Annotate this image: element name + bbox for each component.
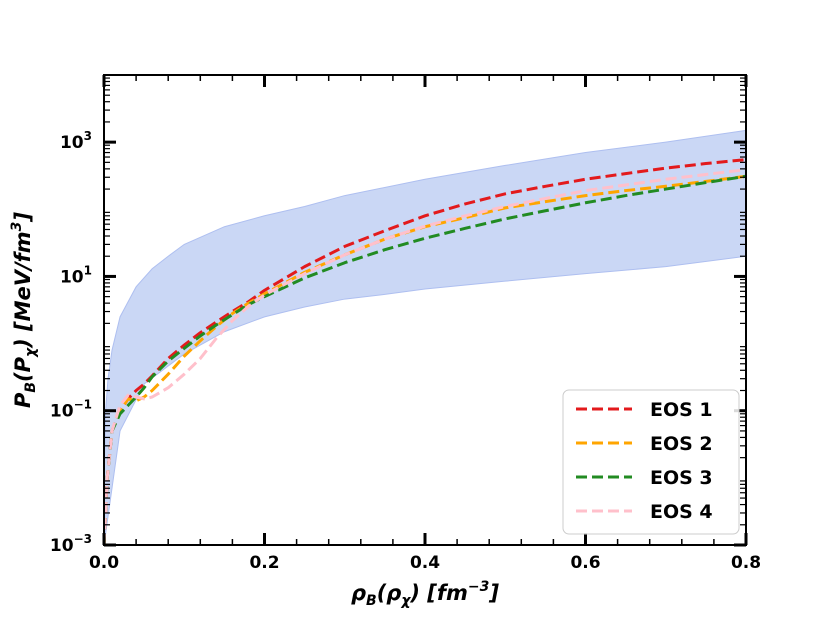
y-tick-exponent: 1	[84, 263, 92, 277]
legend-label-eos-3: EOS 3	[650, 467, 713, 489]
legend-box	[562, 389, 740, 535]
legend-label-eos-2: EOS 2	[650, 433, 713, 455]
y-tick-base: 10	[60, 267, 84, 287]
legend-entry: EOS 1	[576, 399, 713, 421]
legend-label-eos-1: EOS 1	[650, 399, 713, 421]
y-tick-label: 10−3	[50, 532, 92, 556]
x-tick-labels: 0.0 0.2 0.4 0.6 0.8	[89, 553, 761, 573]
band-area	[104, 129, 746, 545]
tick-marks	[102, 75, 748, 547]
y-tick-base: 10	[50, 536, 74, 556]
x-axis-title: ρB(ρχ) [fm−3]	[351, 579, 499, 609]
legend-entry: EOS 3	[576, 467, 713, 489]
x-tick-label: 0.8	[731, 553, 761, 573]
legend-label-eos-4: EOS 4	[650, 501, 713, 523]
y-tick-label: 101	[60, 263, 92, 287]
y-tick-exponent: 3	[84, 129, 92, 143]
legend-entry: EOS 2	[576, 433, 713, 455]
y-tick-exponent: −3	[74, 532, 92, 546]
y-tick-exponent: −1	[74, 398, 92, 412]
series-lines	[104, 158, 746, 545]
series-line-eos-4	[104, 168, 746, 545]
y-tick-base: 10	[50, 402, 74, 422]
x-tick-label: 0.2	[249, 553, 279, 573]
x-tick-label: 0.4	[410, 553, 440, 573]
series-line-eos-2	[104, 174, 746, 545]
uncertainty-band	[104, 129, 746, 545]
y-tick-base: 10	[60, 133, 84, 153]
y-tick-label: 103	[60, 129, 92, 153]
series-line-eos-3	[104, 174, 746, 545]
y-axis-title: PB(Pχ) [MeV/fm3]	[9, 212, 39, 408]
y-tick-label: 10−1	[50, 398, 92, 422]
x-tick-label: 0.0	[89, 553, 119, 573]
legend: EOS 1 EOS 2 EOS 3 EOS 4	[562, 389, 740, 535]
legend-entry: EOS 4	[576, 501, 713, 523]
x-tick-label: 0.6	[570, 553, 600, 573]
y-tick-labels: 10−3 10−1 101 103	[50, 129, 92, 556]
